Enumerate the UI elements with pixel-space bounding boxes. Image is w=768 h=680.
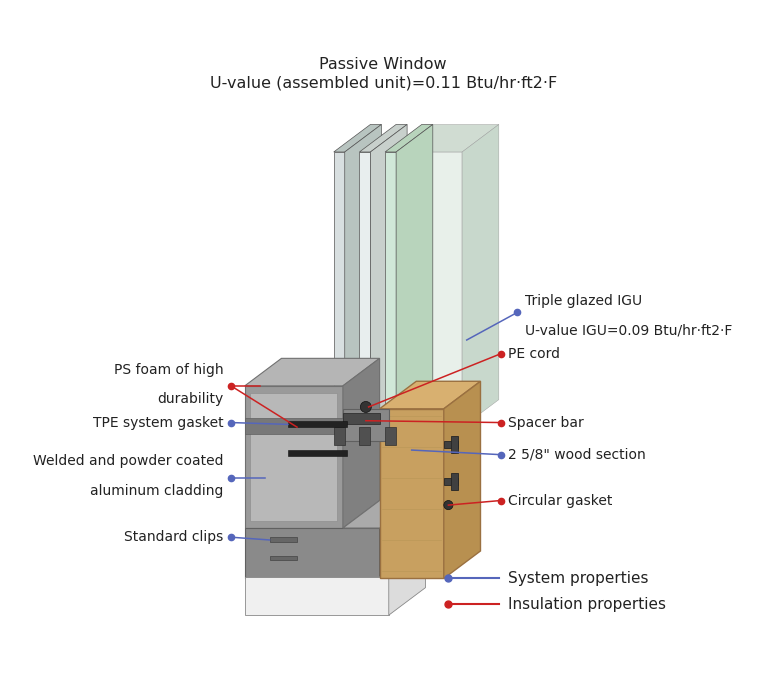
Text: Welded and powder coated: Welded and powder coated (33, 454, 223, 469)
Circle shape (444, 500, 453, 510)
Text: aluminum cladding: aluminum cladding (91, 484, 223, 498)
Polygon shape (334, 152, 345, 427)
Text: System properties: System properties (508, 571, 648, 586)
Text: PE cord: PE cord (508, 347, 560, 361)
Text: Triple glazed IGU: Triple glazed IGU (525, 294, 641, 308)
Polygon shape (245, 418, 343, 435)
Polygon shape (270, 556, 297, 560)
Text: Standard clips: Standard clips (124, 530, 223, 544)
Polygon shape (444, 477, 458, 485)
Polygon shape (250, 393, 337, 521)
Polygon shape (334, 427, 345, 445)
Polygon shape (396, 124, 499, 152)
Text: durability: durability (157, 392, 223, 406)
Polygon shape (245, 358, 379, 386)
Polygon shape (334, 124, 382, 152)
Text: Circular gasket: Circular gasket (508, 494, 612, 507)
Polygon shape (370, 124, 407, 427)
Text: U-value (assembled unit)=0.11 Btu/hr·ft2·F: U-value (assembled unit)=0.11 Btu/hr·ft2… (210, 76, 557, 91)
Polygon shape (245, 577, 389, 615)
Polygon shape (385, 124, 433, 152)
Polygon shape (385, 152, 396, 427)
Polygon shape (462, 124, 499, 427)
Text: Spacer bar: Spacer bar (508, 415, 584, 430)
Polygon shape (444, 381, 481, 579)
Polygon shape (379, 500, 416, 579)
Circle shape (360, 401, 372, 413)
Polygon shape (451, 473, 458, 490)
Polygon shape (389, 549, 425, 615)
Polygon shape (396, 152, 462, 427)
Polygon shape (359, 124, 407, 152)
Polygon shape (359, 427, 370, 445)
Text: U-value IGU=0.09 Btu/hr·ft2·F: U-value IGU=0.09 Btu/hr·ft2·F (525, 324, 732, 337)
Polygon shape (396, 124, 433, 427)
Polygon shape (343, 413, 379, 424)
Text: 2 5/8" wood section: 2 5/8" wood section (508, 447, 646, 462)
Polygon shape (245, 386, 343, 528)
Polygon shape (270, 537, 297, 542)
Polygon shape (451, 437, 458, 453)
Polygon shape (379, 381, 481, 409)
Polygon shape (359, 152, 370, 427)
Polygon shape (385, 427, 396, 445)
Text: TPE system gasket: TPE system gasket (93, 415, 223, 430)
Polygon shape (379, 549, 425, 577)
Text: Insulation properties: Insulation properties (508, 596, 666, 612)
Polygon shape (345, 124, 382, 427)
Polygon shape (343, 500, 416, 528)
Polygon shape (245, 528, 379, 579)
Polygon shape (444, 441, 458, 448)
Polygon shape (288, 450, 347, 456)
Polygon shape (288, 421, 347, 427)
Text: PS foam of high: PS foam of high (114, 362, 223, 377)
Text: Passive Window: Passive Window (319, 58, 447, 73)
Polygon shape (343, 409, 389, 441)
Polygon shape (379, 409, 444, 579)
Polygon shape (343, 358, 379, 528)
